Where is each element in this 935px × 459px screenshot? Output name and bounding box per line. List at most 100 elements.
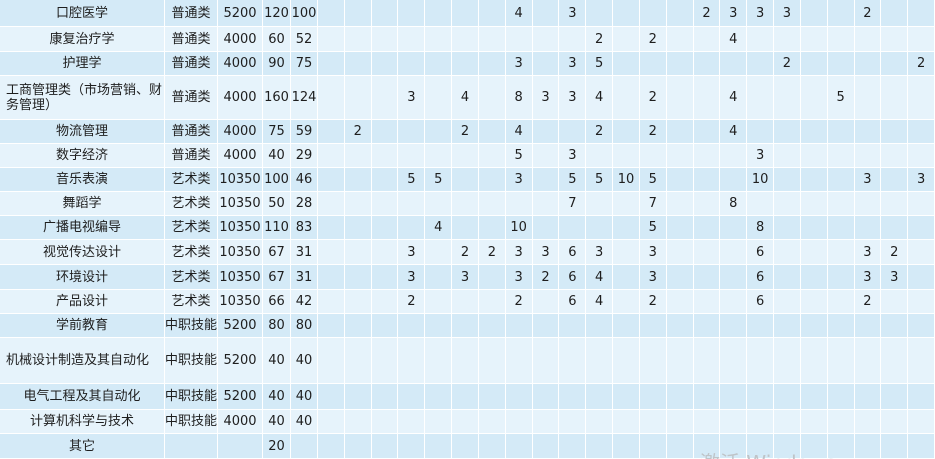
count-cell	[505, 338, 533, 384]
plan-cell: 120	[263, 0, 291, 27]
count-cell: 4	[586, 76, 614, 120]
count-cell	[371, 338, 399, 384]
name-cell: 物流管理	[0, 120, 165, 144]
type-cell: 中职技能	[165, 338, 218, 384]
count-cell	[613, 76, 640, 120]
count-cell	[827, 314, 855, 338]
count-cell	[371, 144, 399, 168]
count-cell: 2	[505, 290, 533, 314]
count-cell	[639, 338, 667, 384]
plan-cell: 90	[263, 52, 291, 76]
count-cell	[478, 434, 506, 459]
count-cell	[398, 384, 426, 410]
count-cell	[586, 410, 614, 434]
type-cell: 艺术类	[165, 265, 218, 290]
count-cell	[452, 192, 479, 216]
count-cell	[613, 52, 640, 76]
count-cell: 3	[452, 265, 479, 290]
count-cell	[505, 27, 533, 52]
name-cell: 学前教育	[0, 314, 165, 338]
count-cell: 5	[639, 216, 667, 240]
count-cell	[398, 120, 426, 144]
count-cell	[881, 76, 909, 120]
count-cell	[908, 120, 935, 144]
fee-cell: 5200	[218, 338, 263, 384]
type-cell: 中职技能	[165, 410, 218, 434]
count-cell: 2	[639, 27, 667, 52]
count-cell	[827, 384, 855, 410]
count-cell	[559, 314, 587, 338]
plan-cell: 110	[263, 216, 291, 240]
count-cell: 40	[291, 410, 318, 434]
count-cell	[318, 216, 345, 240]
count-cell	[425, 314, 453, 338]
count-cell	[693, 76, 721, 120]
count-cell	[371, 434, 399, 459]
count-cell	[881, 338, 909, 384]
count-cell	[586, 434, 614, 459]
type-cell	[165, 434, 218, 459]
count-cell	[800, 52, 828, 76]
count-cell	[693, 216, 721, 240]
count-cell	[720, 384, 748, 410]
count-cell: 6	[559, 265, 587, 290]
name-cell: 电气工程及其自动化	[0, 384, 165, 410]
count-cell	[613, 338, 640, 384]
count-cell	[800, 76, 828, 120]
count-cell	[318, 290, 345, 314]
count-cell	[613, 434, 640, 459]
count-cell: 3	[559, 144, 587, 168]
count-cell: 2	[693, 0, 721, 27]
count-cell	[666, 240, 694, 265]
count-cell	[452, 434, 479, 459]
count-cell	[854, 120, 882, 144]
count-cell	[666, 120, 694, 144]
count-cell: 29	[291, 144, 318, 168]
count-cell: 2	[344, 120, 372, 144]
count-cell	[532, 338, 560, 384]
count-cell	[774, 144, 801, 168]
count-cell: 5	[586, 168, 614, 192]
count-cell	[505, 384, 533, 410]
count-cell: 2	[639, 120, 667, 144]
count-cell	[827, 0, 855, 27]
count-cell: 5	[559, 168, 587, 192]
count-cell	[666, 265, 694, 290]
plan-cell: 40	[263, 410, 291, 434]
count-cell: 3	[908, 168, 935, 192]
count-cell: 3	[586, 240, 614, 265]
count-cell	[666, 216, 694, 240]
fee-cell: 4000	[218, 120, 263, 144]
watermark: 激活 Windows	[700, 447, 836, 459]
count-cell	[747, 384, 775, 410]
count-cell	[666, 290, 694, 314]
count-cell	[425, 0, 453, 27]
count-cell: 2	[452, 240, 479, 265]
fee-cell: 5200	[218, 314, 263, 338]
count-cell: 4	[586, 265, 614, 290]
count-cell	[800, 0, 828, 27]
count-cell: 6	[747, 265, 775, 290]
count-cell	[344, 168, 372, 192]
count-cell: 4	[505, 120, 533, 144]
count-cell	[425, 192, 453, 216]
count-cell: 3	[747, 0, 775, 27]
count-cell	[800, 168, 828, 192]
count-cell	[452, 314, 479, 338]
plan-cell: 50	[263, 192, 291, 216]
count-cell: 3	[854, 240, 882, 265]
count-cell	[747, 192, 775, 216]
count-cell	[344, 52, 372, 76]
count-cell: 3	[559, 76, 587, 120]
count-cell	[881, 144, 909, 168]
name-cell: 工商管理类（市场营销、财务管理）	[0, 76, 165, 120]
type-cell: 中职技能	[165, 314, 218, 338]
count-cell	[318, 240, 345, 265]
count-cell	[398, 192, 426, 216]
count-cell: 6	[559, 240, 587, 265]
count-cell	[774, 240, 801, 265]
type-cell: 普通类	[165, 0, 218, 27]
count-cell: 3	[505, 52, 533, 76]
count-cell	[559, 410, 587, 434]
count-cell	[827, 410, 855, 434]
